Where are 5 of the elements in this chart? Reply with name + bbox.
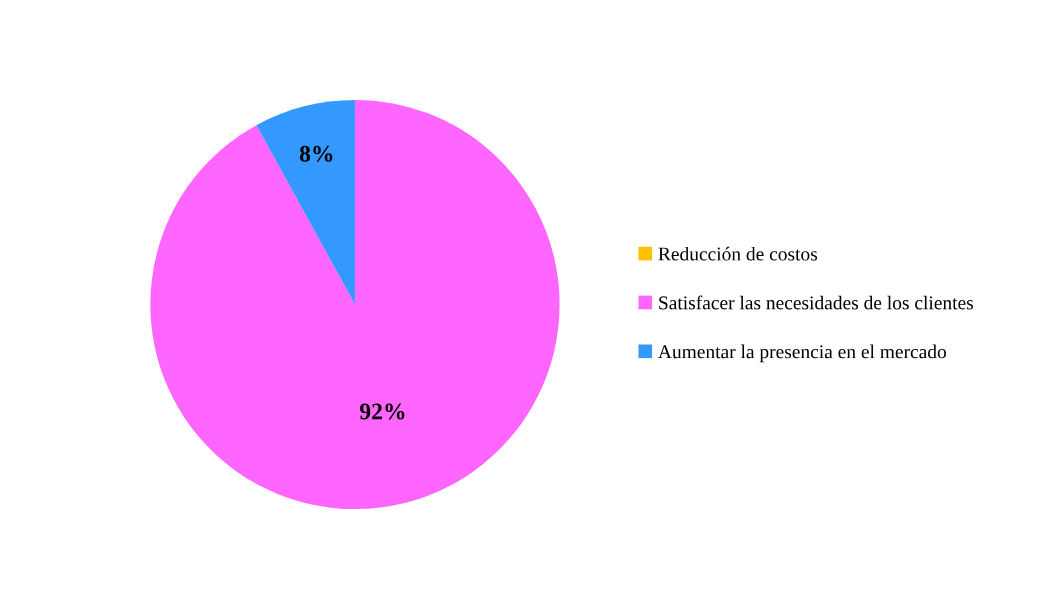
legend-label: Aumentar la presencia en el mercado <box>658 344 946 363</box>
data-label: 8% <box>299 145 333 162</box>
legend-label: Reducción de costos <box>658 246 818 261</box>
legend-label: Satisfacer las necesidades de los clientes <box>659 295 974 310</box>
data-label: 92% <box>359 403 405 420</box>
